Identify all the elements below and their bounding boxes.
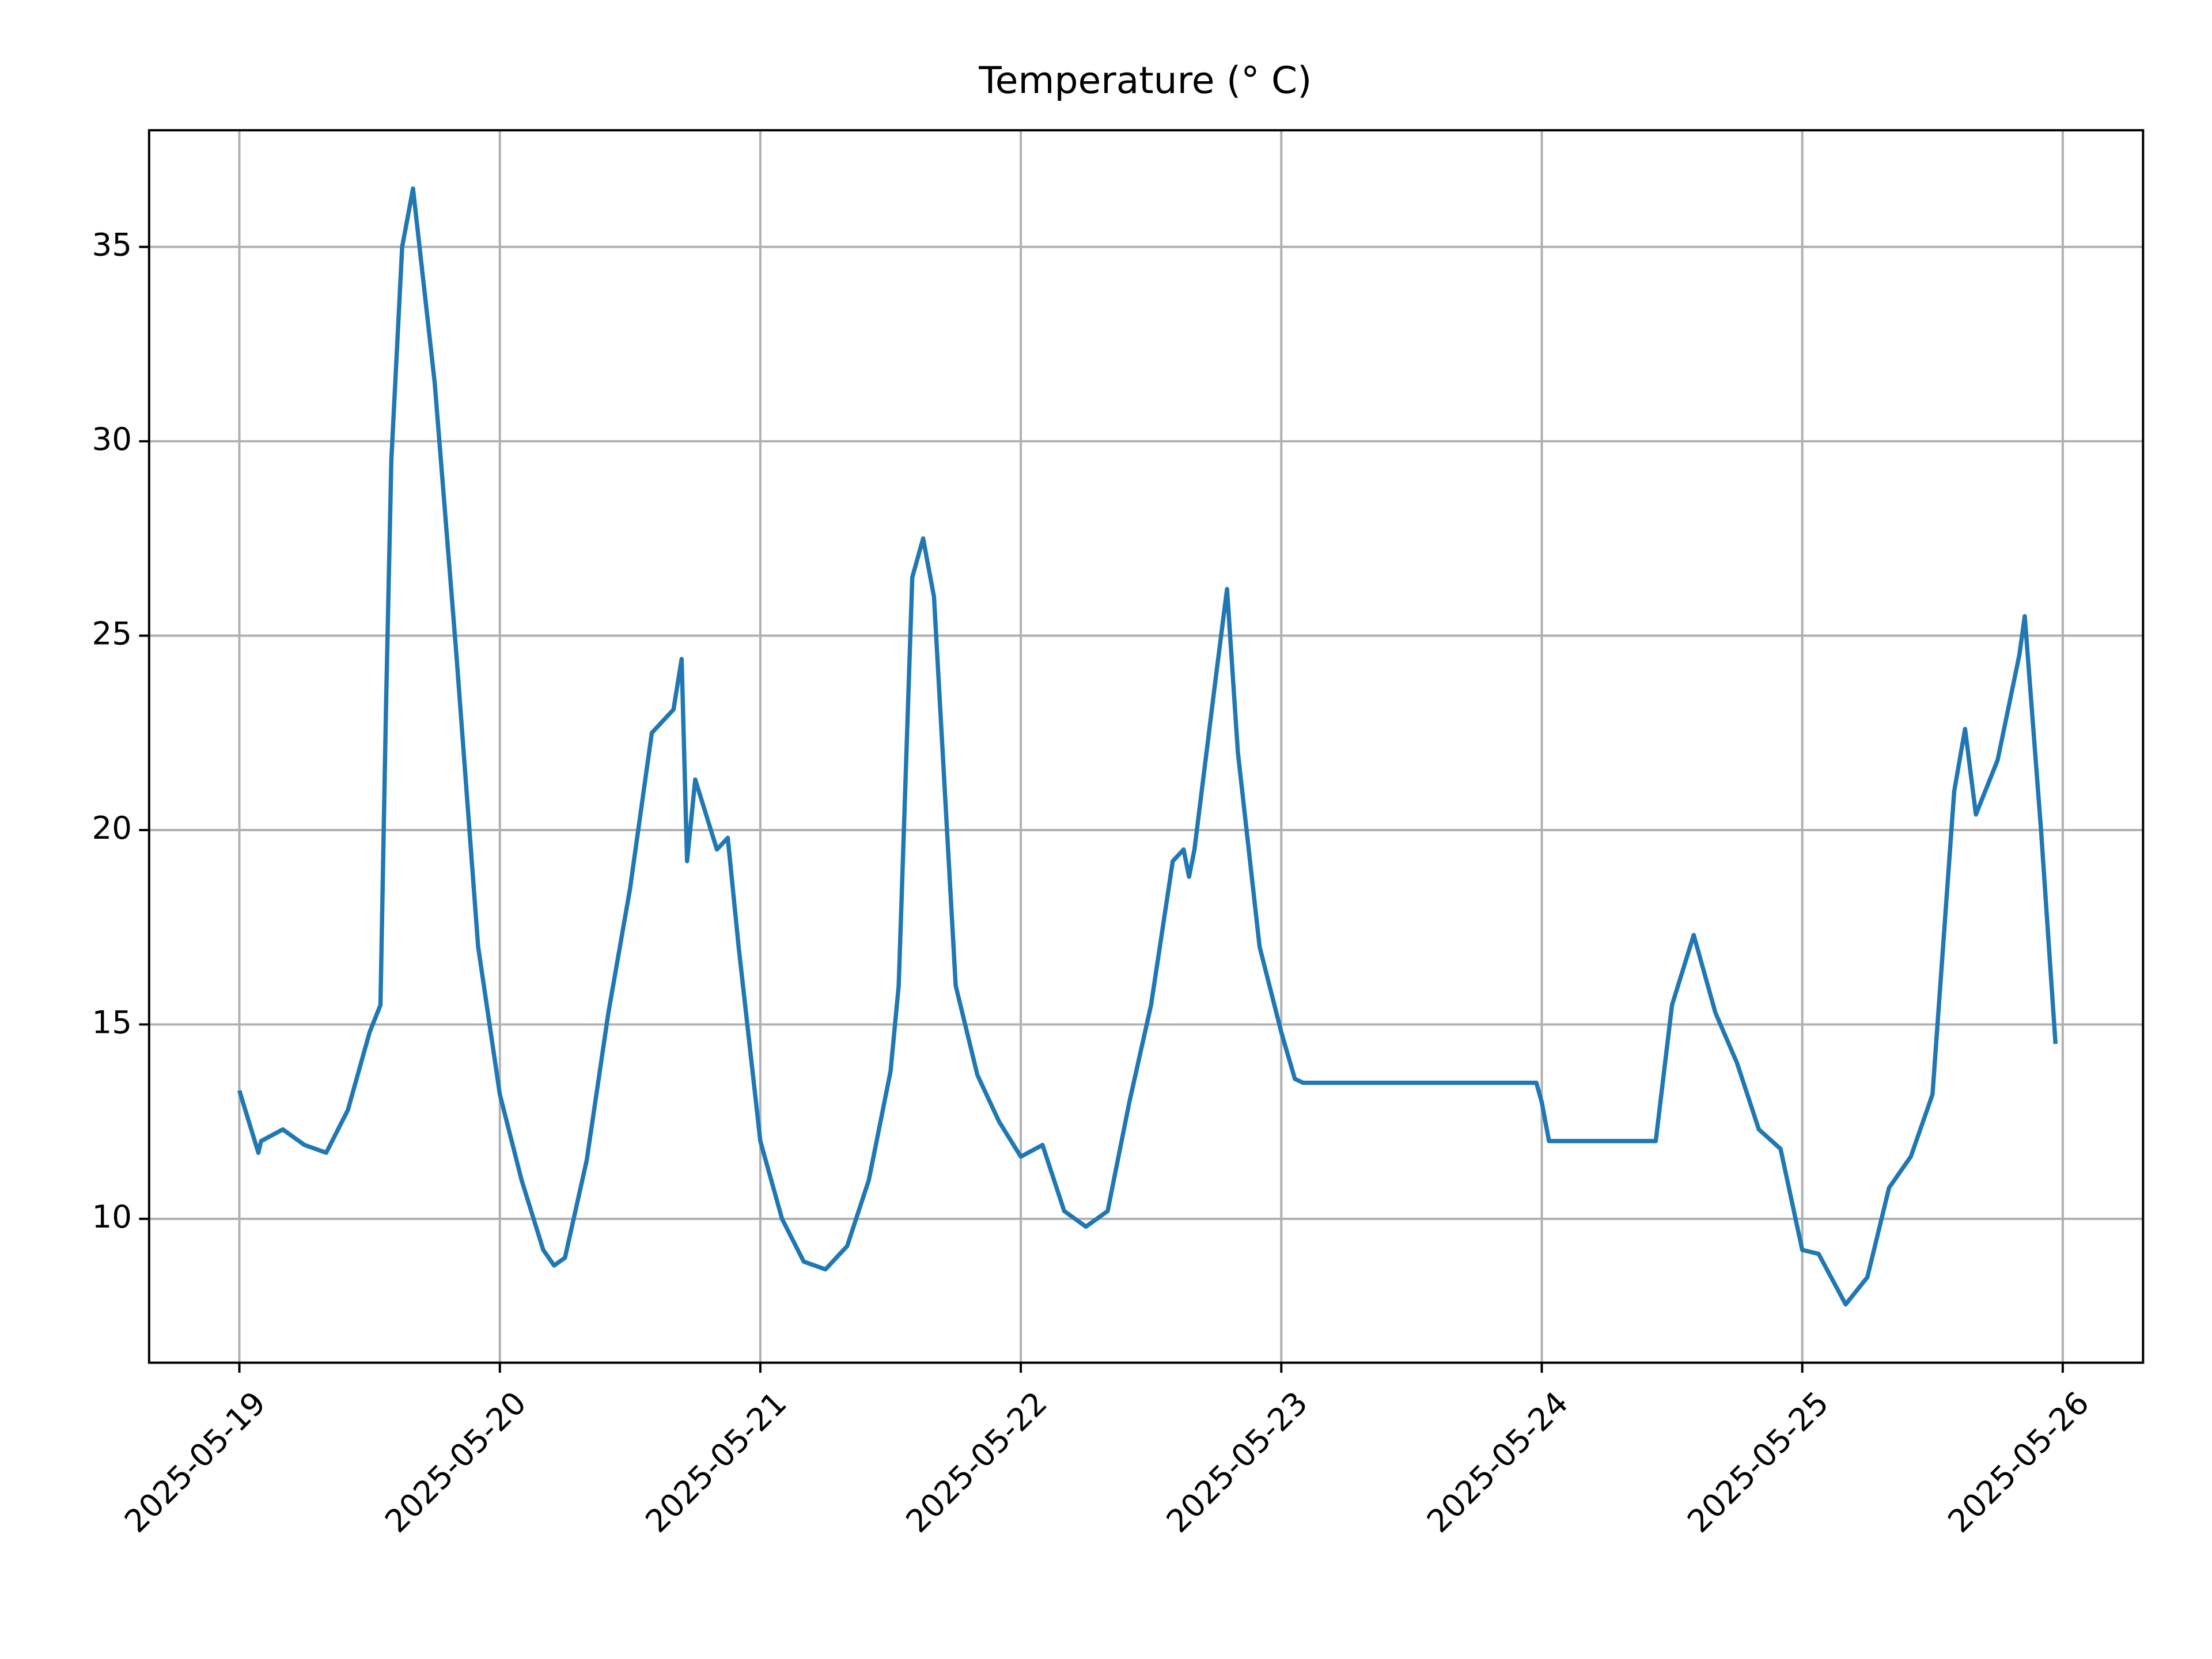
y-tick-label: 35 xyxy=(92,226,132,263)
y-tick-label: 10 xyxy=(92,1198,132,1235)
y-tick-label: 20 xyxy=(92,809,132,846)
plot-frame xyxy=(147,129,2145,1364)
y-tick-label: 30 xyxy=(92,421,132,457)
y-tick-label: 25 xyxy=(92,615,132,652)
y-tick-label: 15 xyxy=(92,1004,132,1041)
chart-title: Temperature (° C) xyxy=(978,59,1312,103)
line-series xyxy=(237,186,2058,1307)
